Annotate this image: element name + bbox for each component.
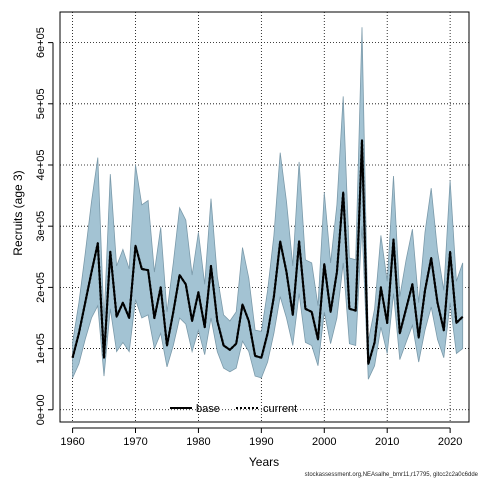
y-tick-label: 0e+00 (35, 394, 47, 425)
x-tick-label: 1990 (249, 436, 273, 448)
y-axis: 0e+00 1e+05 2e+05 3e+05 4e+05 5e+05 6e+05 (35, 27, 54, 425)
y-tick-label: 4e+05 (35, 150, 47, 181)
legend-label-current: current (263, 403, 297, 415)
legend: base current (170, 403, 297, 415)
x-tick-label: 1970 (123, 436, 147, 448)
x-axis-title: Years (249, 455, 279, 469)
y-tick-label: 1e+05 (35, 333, 47, 364)
x-tick-label: 2010 (375, 436, 399, 448)
x-tick-label: 1980 (186, 436, 210, 448)
legend-label-base: base (196, 403, 220, 415)
x-tick-label: 2020 (438, 436, 462, 448)
y-tick-label: 5e+05 (35, 88, 47, 119)
source-credit: stockassessment.org,NEAsalhe_bmr11,r1779… (305, 472, 479, 478)
x-tick-label: 1960 (60, 436, 84, 448)
x-tick-label: 2000 (312, 436, 336, 448)
y-tick-label: 2e+05 (35, 272, 47, 303)
confidence-band-layer (72, 27, 464, 380)
y-axis-title: Recruits (age 3) (11, 170, 25, 255)
confidence-band (72, 27, 464, 380)
series-lines-layer (71, 139, 464, 365)
y-tick-label: 3e+05 (35, 211, 47, 242)
plot-frame (59, 11, 470, 423)
series-line-base (71, 139, 464, 365)
x-axis: 1960 1970 1980 1990 2000 2010 2020 (60, 427, 462, 448)
y-tick-label: 6e+05 (35, 27, 47, 58)
